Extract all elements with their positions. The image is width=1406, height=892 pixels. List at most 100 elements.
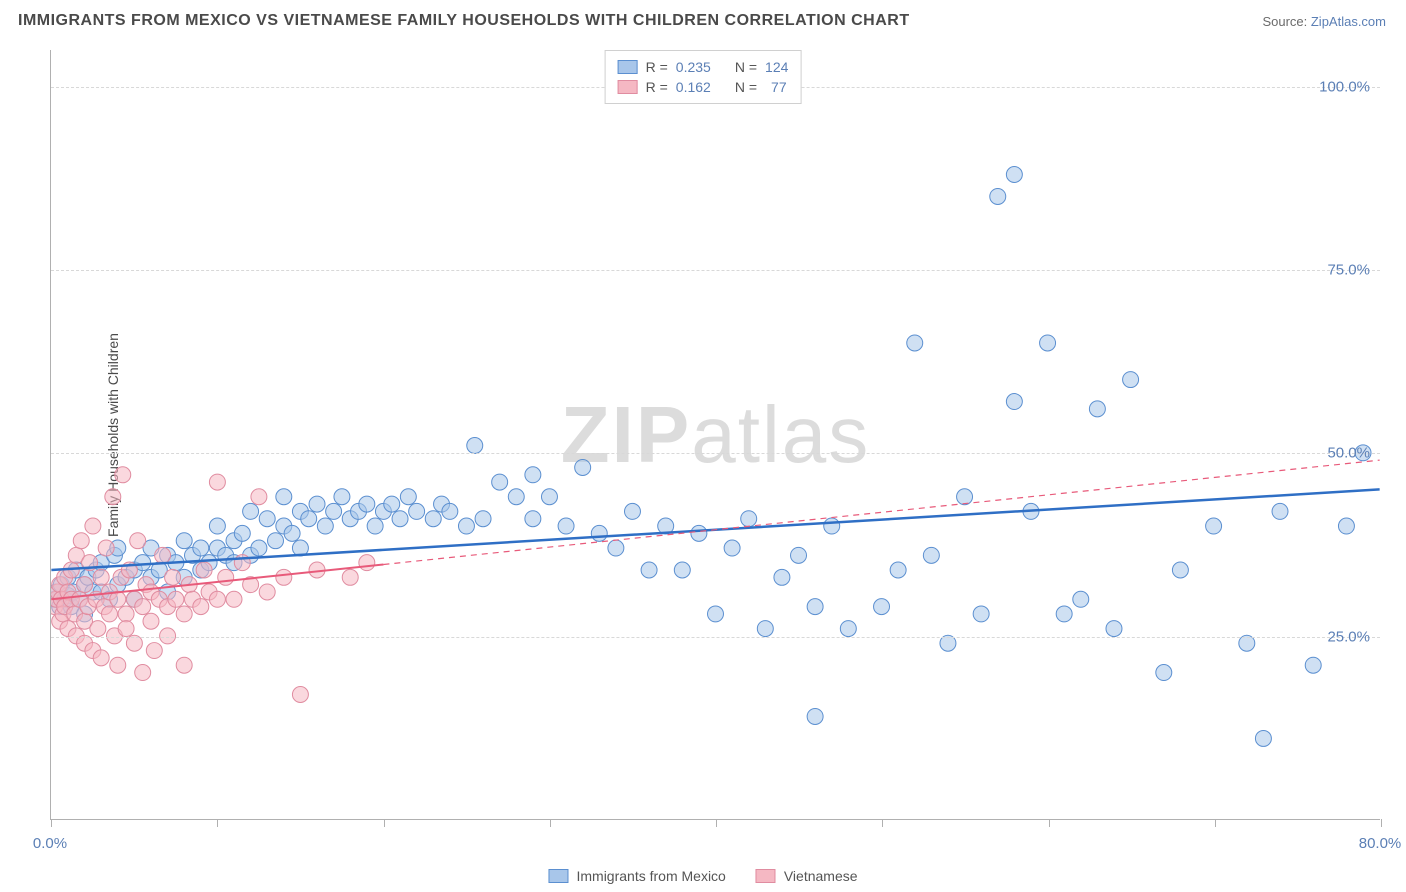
data-point (243, 503, 259, 519)
data-point (384, 496, 400, 512)
data-point (458, 518, 474, 534)
x-tick (217, 819, 218, 827)
data-point (176, 533, 192, 549)
data-point (193, 599, 209, 615)
data-point (234, 525, 250, 541)
data-point (923, 547, 939, 563)
data-point (155, 547, 171, 563)
data-point (259, 584, 275, 600)
data-point (276, 489, 292, 505)
data-point (757, 621, 773, 637)
data-point (135, 599, 151, 615)
data-point (367, 518, 383, 534)
r-label: R = (646, 59, 668, 75)
data-point (101, 606, 117, 622)
x-tick (1215, 819, 1216, 827)
source-attribution: Source: ZipAtlas.com (1262, 14, 1386, 29)
y-tick-label: 100.0% (1319, 78, 1370, 95)
data-point (708, 606, 724, 622)
chart-svg (51, 50, 1380, 819)
data-point (1172, 562, 1188, 578)
data-point (317, 518, 333, 534)
data-point (409, 503, 425, 519)
y-tick-label: 50.0% (1327, 445, 1370, 462)
data-point (73, 533, 89, 549)
data-point (467, 437, 483, 453)
data-point (251, 540, 267, 556)
data-point (724, 540, 740, 556)
data-point (209, 591, 225, 607)
data-point (110, 657, 126, 673)
data-point (1305, 657, 1321, 673)
data-point (209, 518, 225, 534)
swatch-mexico (618, 60, 638, 74)
r-value-vietnamese: 0.162 (676, 79, 711, 95)
data-point (1073, 591, 1089, 607)
data-point (1056, 606, 1072, 622)
data-point (525, 467, 541, 483)
data-point (608, 540, 624, 556)
data-point (77, 577, 93, 593)
swatch-mexico-icon (548, 869, 568, 883)
data-point (176, 657, 192, 673)
x-tick (550, 819, 551, 827)
data-point (118, 621, 134, 637)
data-point (741, 511, 757, 527)
gridline (51, 270, 1380, 271)
data-point (85, 518, 101, 534)
data-point (226, 591, 242, 607)
data-point (301, 511, 317, 527)
data-point (1006, 167, 1022, 183)
data-point (1123, 372, 1139, 388)
data-point (193, 540, 209, 556)
data-point (168, 591, 184, 607)
data-point (973, 606, 989, 622)
data-point (359, 496, 375, 512)
data-point (624, 503, 640, 519)
data-point (400, 489, 416, 505)
data-point (890, 562, 906, 578)
data-point (1089, 401, 1105, 417)
data-point (492, 474, 508, 490)
series-legend: Immigrants from Mexico Vietnamese (548, 868, 857, 884)
n-value-vietnamese: 77 (765, 79, 787, 95)
x-tick (882, 819, 883, 827)
data-point (591, 525, 607, 541)
data-point (196, 562, 212, 578)
x-tick-label: 0.0% (33, 835, 67, 852)
data-point (1006, 394, 1022, 410)
data-point (442, 503, 458, 519)
data-point (807, 599, 823, 615)
x-tick-label: 80.0% (1359, 835, 1402, 852)
legend-row-mexico: R = 0.235 N = 124 (618, 57, 789, 77)
source-link[interactable]: ZipAtlas.com (1311, 14, 1386, 29)
data-point (791, 547, 807, 563)
n-label: N = (735, 59, 757, 75)
n-label: N = (735, 79, 757, 95)
data-point (165, 569, 181, 585)
data-point (1338, 518, 1354, 534)
data-point (957, 489, 973, 505)
y-tick-label: 75.0% (1327, 262, 1370, 279)
correlation-legend: R = 0.235 N = 124 R = 0.162 N = 77 (605, 50, 802, 104)
r-label: R = (646, 79, 668, 95)
data-point (105, 489, 121, 505)
legend-row-vietnamese: R = 0.162 N = 77 (618, 77, 789, 97)
swatch-vietnamese (618, 80, 638, 94)
data-point (575, 459, 591, 475)
data-point (1255, 730, 1271, 746)
data-point (218, 569, 234, 585)
data-point (392, 511, 408, 527)
data-point (1272, 503, 1288, 519)
data-point (874, 599, 890, 615)
data-point (1106, 621, 1122, 637)
data-point (209, 474, 225, 490)
x-tick (384, 819, 385, 827)
data-point (525, 511, 541, 527)
legend-item-mexico: Immigrants from Mexico (548, 868, 725, 884)
data-point (251, 489, 267, 505)
legend-label-vietnamese: Vietnamese (784, 868, 858, 884)
data-point (1206, 518, 1222, 534)
data-point (93, 650, 109, 666)
data-point (90, 621, 106, 637)
